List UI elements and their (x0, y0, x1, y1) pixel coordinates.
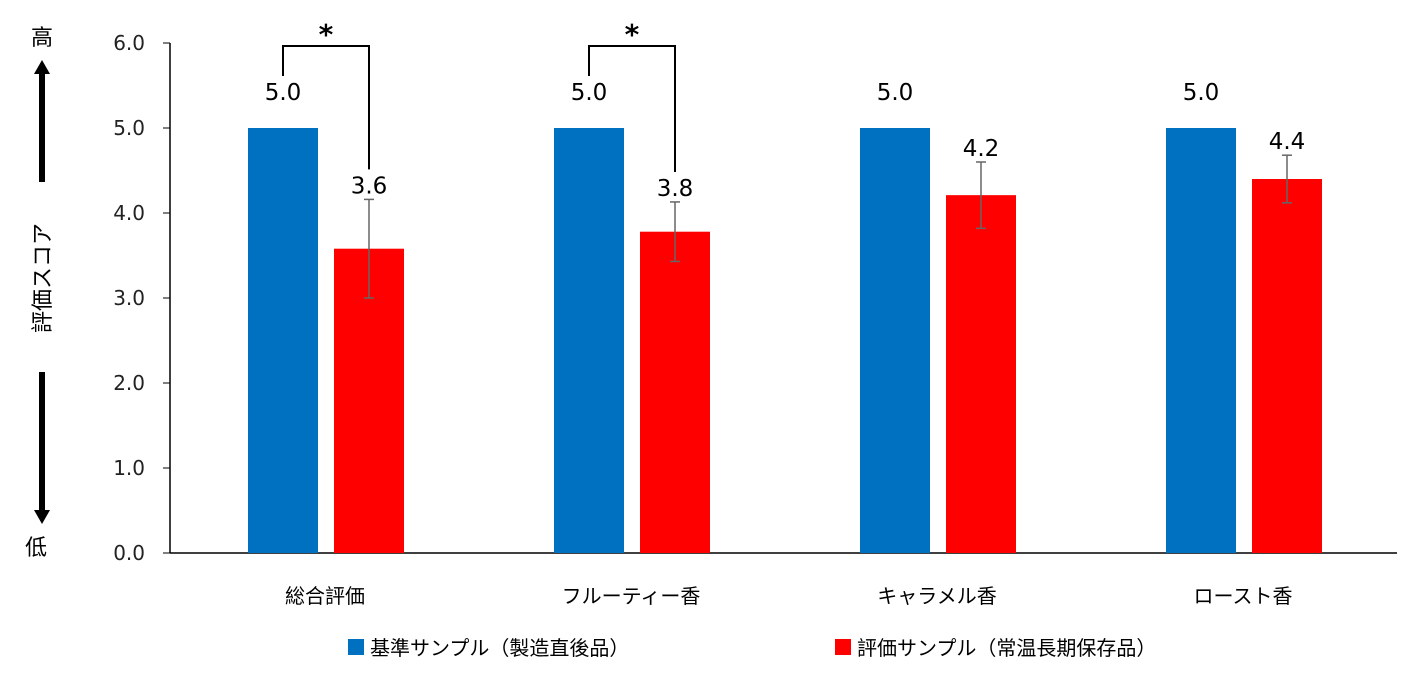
data-label: 5.0 (571, 80, 608, 106)
bar-baseline (1166, 128, 1236, 553)
significance-mark: * (319, 18, 334, 51)
y-label-high: 高 (31, 26, 53, 51)
up-arrow-shaft (39, 72, 45, 182)
significance-mark: * (625, 18, 640, 51)
x-tick-label: 総合評価 (285, 584, 365, 608)
y-tick-label: 2.0 (113, 371, 145, 395)
legend-label: 基準サンプル（製造直後品） (370, 636, 629, 660)
down-arrow-shaft (39, 372, 45, 512)
data-label: 3.6 (351, 173, 388, 199)
data-label: 4.4 (1269, 129, 1306, 155)
bar-baseline (860, 128, 930, 553)
up-arrow-icon (34, 60, 50, 74)
significance-bracket (282, 45, 370, 170)
y-tick-label: 3.0 (113, 286, 145, 310)
legend-label: 評価サンプル（常温長期保存品） (857, 636, 1156, 660)
data-label: 4.2 (963, 136, 1000, 162)
y-tick-label: 0.0 (113, 541, 145, 565)
y-tick-label: 1.0 (113, 456, 145, 480)
y-tick-label: 6.0 (113, 31, 145, 55)
bar-evaluated (946, 195, 1016, 553)
data-label: 3.8 (657, 176, 694, 202)
legend-swatch (835, 639, 851, 655)
bar-baseline (248, 128, 318, 553)
legend-swatch (348, 639, 364, 655)
significance-bracket (588, 45, 676, 172)
x-tick-label: フルーティー香 (562, 584, 701, 608)
data-label: 5.0 (265, 80, 302, 106)
bar-baseline (554, 128, 624, 553)
y-tick-label: 5.0 (113, 116, 145, 140)
y-tick-label: 4.0 (113, 201, 145, 225)
bar-evaluated (334, 248, 404, 553)
data-label: 5.0 (877, 80, 914, 106)
bar-evaluated (1252, 179, 1322, 553)
x-tick-label: キャラメル香 (877, 584, 996, 608)
y-axis-title: 評価スコア (31, 223, 56, 333)
y-label-low: 低 (25, 536, 47, 561)
x-tick-label: ロースト香 (1194, 584, 1293, 608)
data-label: 5.0 (1183, 80, 1220, 106)
down-arrow-icon (34, 510, 50, 524)
bar-evaluated (640, 231, 710, 553)
